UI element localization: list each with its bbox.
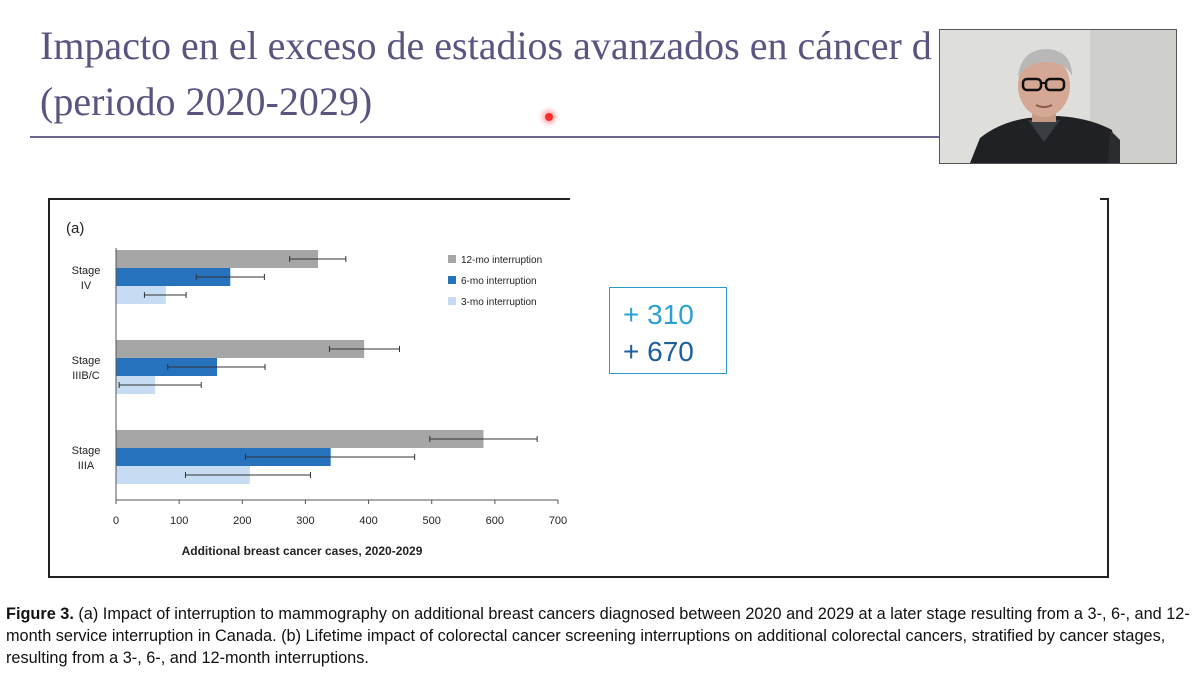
bar: [116, 250, 319, 268]
figure-frame: [48, 198, 1108, 578]
category-label: IIIA: [78, 460, 95, 472]
category-label: Stage: [72, 445, 101, 457]
category-label: IV: [81, 280, 92, 292]
legend-swatch: [448, 255, 456, 263]
legend-label: 6-mo interruption: [461, 276, 537, 287]
bar: [116, 340, 365, 358]
slide-title: Impacto en el exceso de estadios avanzad…: [40, 18, 940, 130]
legend-swatch: [448, 297, 456, 305]
figure-frame-top-edge: [48, 198, 570, 200]
x-tick-label: 600: [486, 515, 504, 527]
x-tick-label: 700: [549, 515, 567, 527]
title-underline: [30, 136, 940, 138]
x-axis-label: Additional breast cancer cases, 2020-202…: [182, 544, 423, 558]
chart-axes: Stage IV Stage IIIB/C Stage IIIA 0 100 200 300 400…: [72, 248, 567, 527]
x-tick-label: 400: [359, 515, 377, 527]
presenter-video-icon: [940, 30, 1176, 163]
laser-pointer-dot: [545, 113, 553, 121]
bar: [116, 430, 484, 448]
bar: [116, 286, 166, 304]
legend-swatch: [448, 276, 456, 284]
webcam-video-feed[interactable]: [939, 29, 1177, 164]
summary-callout-box: + 310 + 670: [609, 287, 727, 374]
slide-title-line-2: (periodo 2020-2029): [40, 79, 373, 124]
bar: [116, 448, 331, 466]
bar: [116, 268, 231, 286]
figure-caption: Figure 3. (a) Impact of interruption to …: [6, 603, 1196, 669]
callout-value-2: + 670: [623, 336, 694, 367]
legend-label: 3-mo interruption: [461, 297, 537, 308]
x-tick-label: 300: [296, 515, 314, 527]
chart-legend: 12-mo interruption 6-mo interruption 3-mo …: [448, 255, 542, 308]
breast-cancer-bar-chart: (a) Stage IV Stage IIIB/C Stage IIIA 0 100 200 30…: [66, 220, 567, 558]
figure-frame-top-corner: [1100, 198, 1109, 200]
x-tick-label: 200: [233, 515, 251, 527]
slide-title-line-1: Impacto en el exceso de estadios avanzad…: [40, 23, 932, 68]
bar: [116, 358, 218, 376]
figure-caption-text: (a) Impact of interruption to mammograph…: [6, 605, 1190, 667]
panel-label: (a): [66, 220, 84, 237]
legend-label: 12-mo interruption: [461, 255, 542, 266]
callout-value-1: + 310: [623, 299, 694, 330]
figure-frame-right-edge: [1107, 198, 1109, 578]
bar: [116, 466, 250, 484]
category-label: Stage: [72, 355, 101, 367]
category-label: Stage: [72, 265, 101, 277]
x-tick-label: 100: [170, 515, 188, 527]
chart-bars: [116, 250, 538, 484]
category-label: IIIB/C: [72, 370, 100, 382]
figure-caption-label: Figure 3.: [6, 605, 74, 623]
x-tick-label: 500: [423, 515, 441, 527]
x-tick-label: 0: [113, 515, 119, 527]
